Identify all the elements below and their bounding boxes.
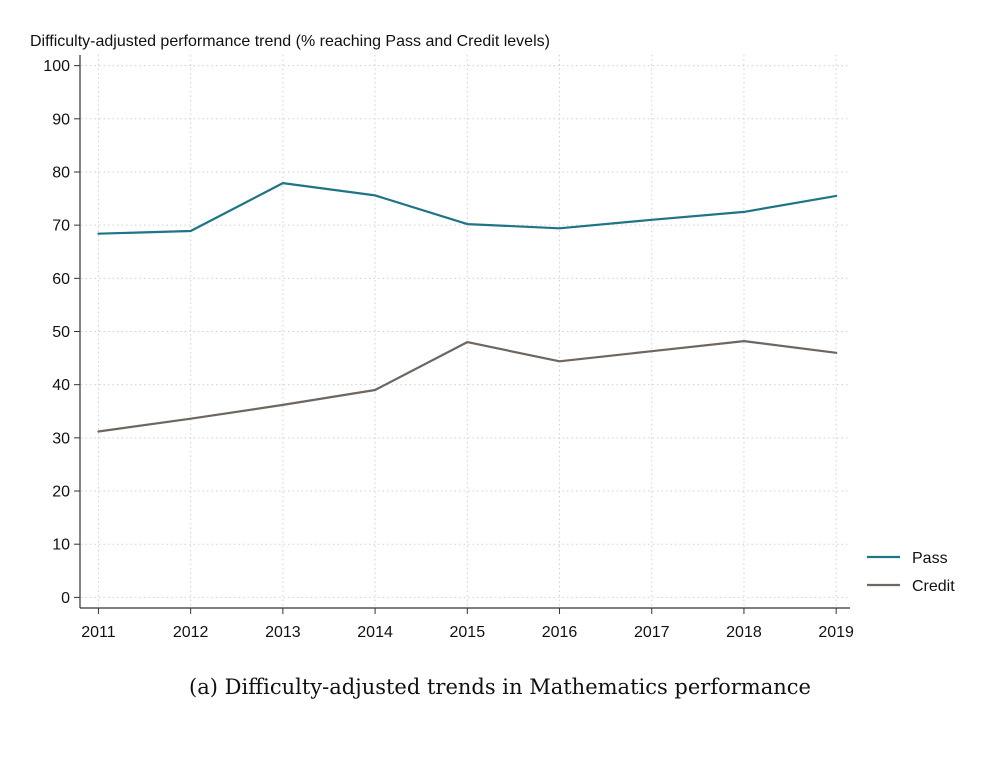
x-tick-label: 2012 [173,624,209,641]
gridlines [81,55,850,607]
x-tick-label: 2011 [81,624,116,641]
series-lines [97,182,838,433]
x-tick-label: 2017 [634,624,670,641]
series-line-pass [97,182,838,235]
x-tick-label: 2018 [726,624,762,641]
axes: 0 10 20 30 40 50 60 70 80 90 100 2011 2012 2013 2014 20… [43,55,854,641]
legend-label-pass: Pass [912,550,948,567]
y-tick-label: 100 [43,58,70,75]
y-tick-label: 20 [52,484,70,501]
chart-title: Difficulty-adjusted performance trend (%… [30,33,550,50]
y-tick-label: 90 [52,111,70,128]
y-tick-label: 80 [52,164,70,181]
legend-label-credit: Credit [912,578,955,595]
y-tick-label: 50 [52,324,70,341]
x-tick-label: 2013 [265,624,301,641]
series-line-credit [97,340,838,433]
figure-caption: (a) Difficulty-adjusted trends in Mathem… [189,675,811,699]
legend: Pass Credit [867,550,955,595]
x-tick-label: 2019 [818,624,854,641]
x-tick-label: 2015 [450,624,486,641]
y-tick-label: 70 [52,218,70,235]
y-tick-label: 60 [52,271,70,288]
x-tick-label: 2014 [357,624,393,641]
y-tick-label: 30 [52,430,70,447]
x-tick-label: 2016 [542,624,578,641]
y-tick-label: 0 [61,590,70,607]
y-tick-label: 40 [52,377,70,394]
y-tick-label: 10 [52,537,70,554]
line-chart: Difficulty-adjusted performance trend (%… [30,33,955,641]
